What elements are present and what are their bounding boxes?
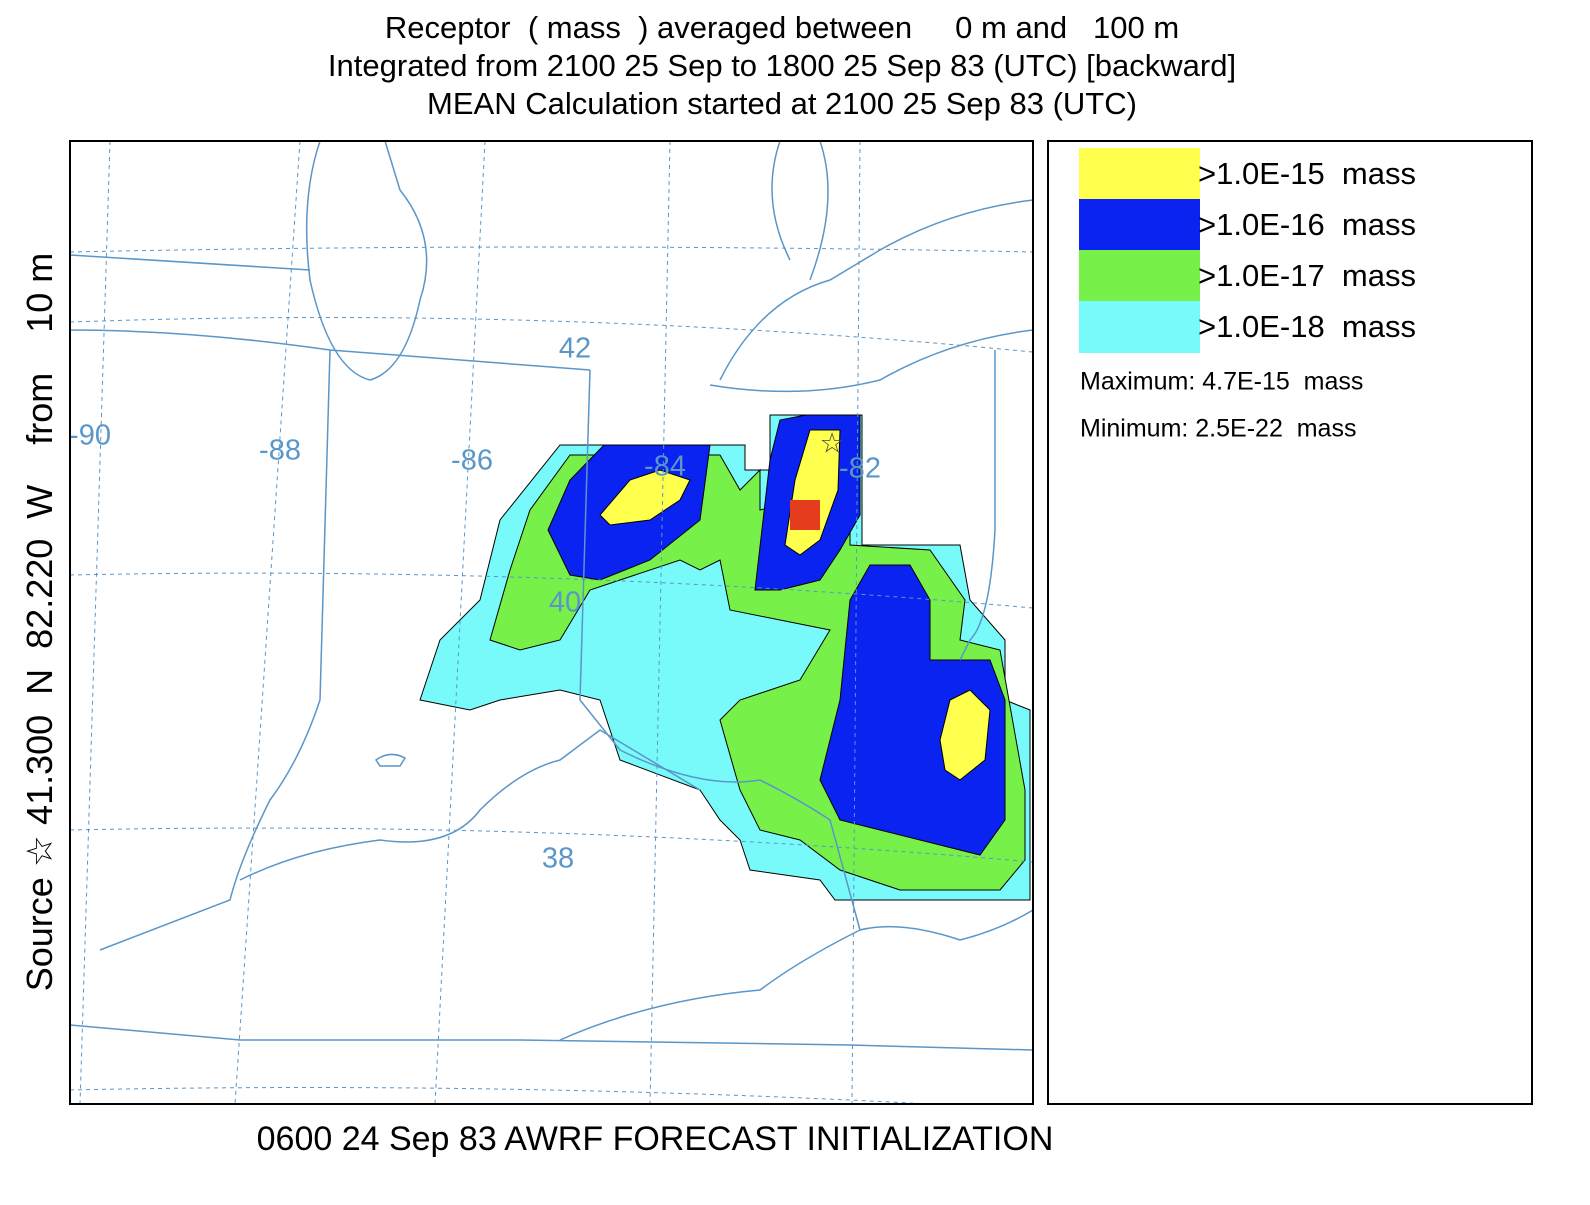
border: [70, 254, 591, 371]
source-star: ☆: [819, 427, 844, 458]
border: [99, 349, 331, 951]
title-line: MEAN Calculation started at 2100 25 Sep …: [427, 86, 1137, 121]
border: [559, 909, 1033, 1041]
legend-swatch: [1079, 199, 1200, 251]
source-label: Source ☆ 41.300 N 82.220 W from 10 m: [19, 253, 60, 992]
map: 42 -90 -88 -86 -84 -82 40 38 ☆: [69, 141, 1033, 1104]
lon-line: [434, 141, 486, 1104]
border: [70, 1024, 1033, 1051]
lake-erie: [709, 199, 1033, 393]
lat-line: [70, 1087, 939, 1104]
legend-swatch: [1079, 250, 1200, 302]
grid-label: -88: [259, 435, 301, 467]
grid-label: 42: [559, 333, 591, 365]
lon-line: [234, 141, 301, 1104]
map-frame: [69, 140, 1034, 1105]
river: [239, 729, 701, 881]
contour: [939, 689, 991, 781]
lon-line: [649, 141, 671, 1104]
title-line: Integrated from 2100 25 Sep to 1800 25 S…: [328, 48, 1236, 83]
grid-label: 40: [549, 587, 581, 619]
grid-lines: [70, 141, 1033, 1104]
lon-line: [851, 141, 861, 1104]
maximum: Maximum: 4.7E-15 mass: [1080, 368, 1363, 396]
lat-line: [70, 246, 1033, 253]
grid-label: -84: [644, 451, 686, 483]
border: [771, 141, 829, 281]
lon-line: [79, 141, 111, 1104]
grid-label: -86: [451, 445, 493, 477]
lake-michigan: [305, 141, 428, 381]
legend-swatch: [1079, 148, 1200, 200]
lat-line: [70, 317, 1033, 353]
legend-label: >1.0E-15 mass: [1198, 156, 1416, 191]
border: [579, 369, 861, 931]
legend-label: >1.0E-18 mass: [1198, 309, 1416, 344]
legend-frame: [1047, 140, 1533, 1105]
title: Receptor ( mass ) averaged between 0 m a…: [328, 10, 1236, 121]
footer: 0600 24 Sep 83 AWRF FORECAST INITIALIZAT…: [257, 1120, 1054, 1158]
maximum-cell: [790, 500, 820, 530]
grid-label: -90: [69, 420, 111, 452]
legend: Maximum: 4.7E-15 mass Minimum: 2.5E-22 m…: [1047, 140, 1533, 1105]
title-line: Receptor ( mass ) averaged between 0 m a…: [385, 10, 1179, 45]
contour: [819, 564, 1006, 856]
grid-label: 38: [542, 843, 574, 875]
legend-label: >1.0E-17 mass: [1198, 258, 1416, 293]
minimum: Minimum: 2.5E-22 mass: [1080, 415, 1356, 443]
lake: [374, 753, 407, 767]
plumes: [419, 414, 1031, 901]
legend-swatch: [1079, 301, 1200, 353]
contour: [599, 469, 691, 526]
legend-label: >1.0E-16 mass: [1198, 207, 1416, 242]
border: [959, 350, 996, 661]
grid-label: -82: [839, 453, 881, 485]
lat-line: [70, 827, 1033, 863]
lat-line: [70, 572, 1033, 609]
boundaries: [70, 141, 1033, 1051]
